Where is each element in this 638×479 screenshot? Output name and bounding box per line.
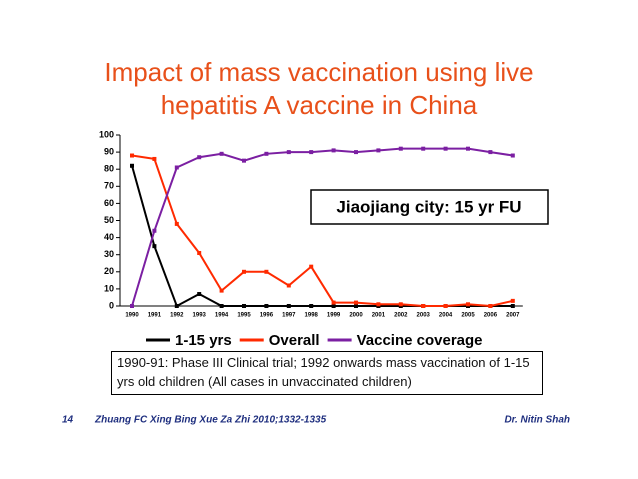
point (309, 150, 314, 155)
x-tick-label: 2004 (439, 313, 453, 319)
point (197, 250, 202, 255)
y-tick-label: 80 (104, 164, 114, 174)
slide-number: 14 (62, 415, 74, 426)
point (242, 304, 246, 308)
y-tick-label: 0 (109, 300, 114, 310)
point (466, 302, 470, 307)
x-tick-label: 2001 (372, 313, 386, 319)
point (174, 304, 179, 308)
chart-title: Impact of mass vaccination using live he… (104, 57, 534, 120)
y-tick-label: 10 (104, 283, 114, 293)
x-tick-label: 1995 (237, 313, 251, 319)
point (286, 283, 291, 288)
point (331, 300, 336, 305)
point (152, 228, 157, 233)
point (510, 304, 515, 308)
point (219, 304, 224, 308)
annotation: Jiaojiang city: 15 yr FU (336, 197, 521, 216)
point (174, 221, 179, 226)
point (421, 304, 426, 308)
point (443, 146, 448, 151)
legend-label: Overall (269, 332, 320, 349)
point (130, 304, 134, 308)
point (130, 153, 134, 158)
point (443, 304, 448, 308)
y-tick-label: 30 (104, 249, 114, 259)
y-tick-label: 70 (104, 181, 114, 191)
point (264, 304, 269, 308)
point (331, 304, 336, 308)
author: Dr. Nitin Shah (504, 415, 570, 426)
x-tick-label: 1996 (260, 313, 274, 319)
series-line (131, 154, 514, 308)
x-tick-label: 1992 (170, 313, 184, 319)
series-line (131, 147, 513, 307)
x-tick-label: 2006 (484, 313, 498, 319)
annotation-box (310, 189, 549, 225)
point (354, 304, 358, 308)
point (331, 148, 336, 153)
point (466, 146, 470, 151)
point (197, 155, 202, 160)
citation: Zhuang FC Xing Bing Xue Za Zhi 2010;1332… (94, 415, 327, 426)
x-tick-label: 1999 (327, 313, 341, 319)
point (376, 302, 381, 307)
legend-label: Vaccine coverage (357, 332, 483, 349)
x-tick-label: 1994 (215, 313, 229, 319)
legend-label: 1-15 yrs (175, 332, 232, 349)
point (376, 148, 381, 153)
x-tick-label: 2002 (394, 313, 408, 319)
point (488, 304, 493, 308)
point (152, 156, 157, 161)
point (510, 153, 515, 158)
point (219, 288, 224, 293)
point (197, 292, 202, 297)
y-tick-label: 100 (99, 129, 114, 139)
point (510, 298, 515, 303)
point (309, 304, 314, 308)
y-tick-label: 40 (104, 232, 114, 242)
x-tick-label: 2007 (506, 313, 520, 319)
x-tick-label: 1991 (148, 313, 162, 319)
point (488, 150, 493, 155)
point (286, 150, 291, 155)
x-tick-label: 2005 (461, 313, 475, 319)
point (264, 151, 269, 156)
point (354, 300, 358, 305)
y-tick-label: 90 (104, 146, 114, 156)
point (286, 304, 291, 308)
point (354, 150, 358, 155)
point (242, 158, 246, 163)
point (421, 146, 426, 151)
y-tick-label: 60 (104, 198, 114, 208)
note: 1990-91: Phase III Clinical trial; 1992 … (111, 351, 543, 395)
point (152, 244, 157, 249)
y-tick-label: 50 (104, 215, 114, 225)
point (309, 264, 314, 269)
point (264, 269, 269, 274)
x-tick-label: 1997 (282, 313, 296, 319)
point (130, 163, 134, 168)
point (242, 269, 246, 274)
x-tick-label: 2003 (417, 313, 431, 319)
point (219, 151, 224, 156)
y-tick-label: 20 (104, 266, 114, 276)
point (398, 302, 403, 307)
x-tick-label: 1998 (305, 313, 319, 319)
x-tick-label: 2000 (349, 313, 363, 319)
point (174, 165, 179, 170)
x-tick-label: 1993 (193, 313, 207, 319)
x-tick-label: 1990 (125, 313, 139, 319)
point (398, 146, 403, 151)
